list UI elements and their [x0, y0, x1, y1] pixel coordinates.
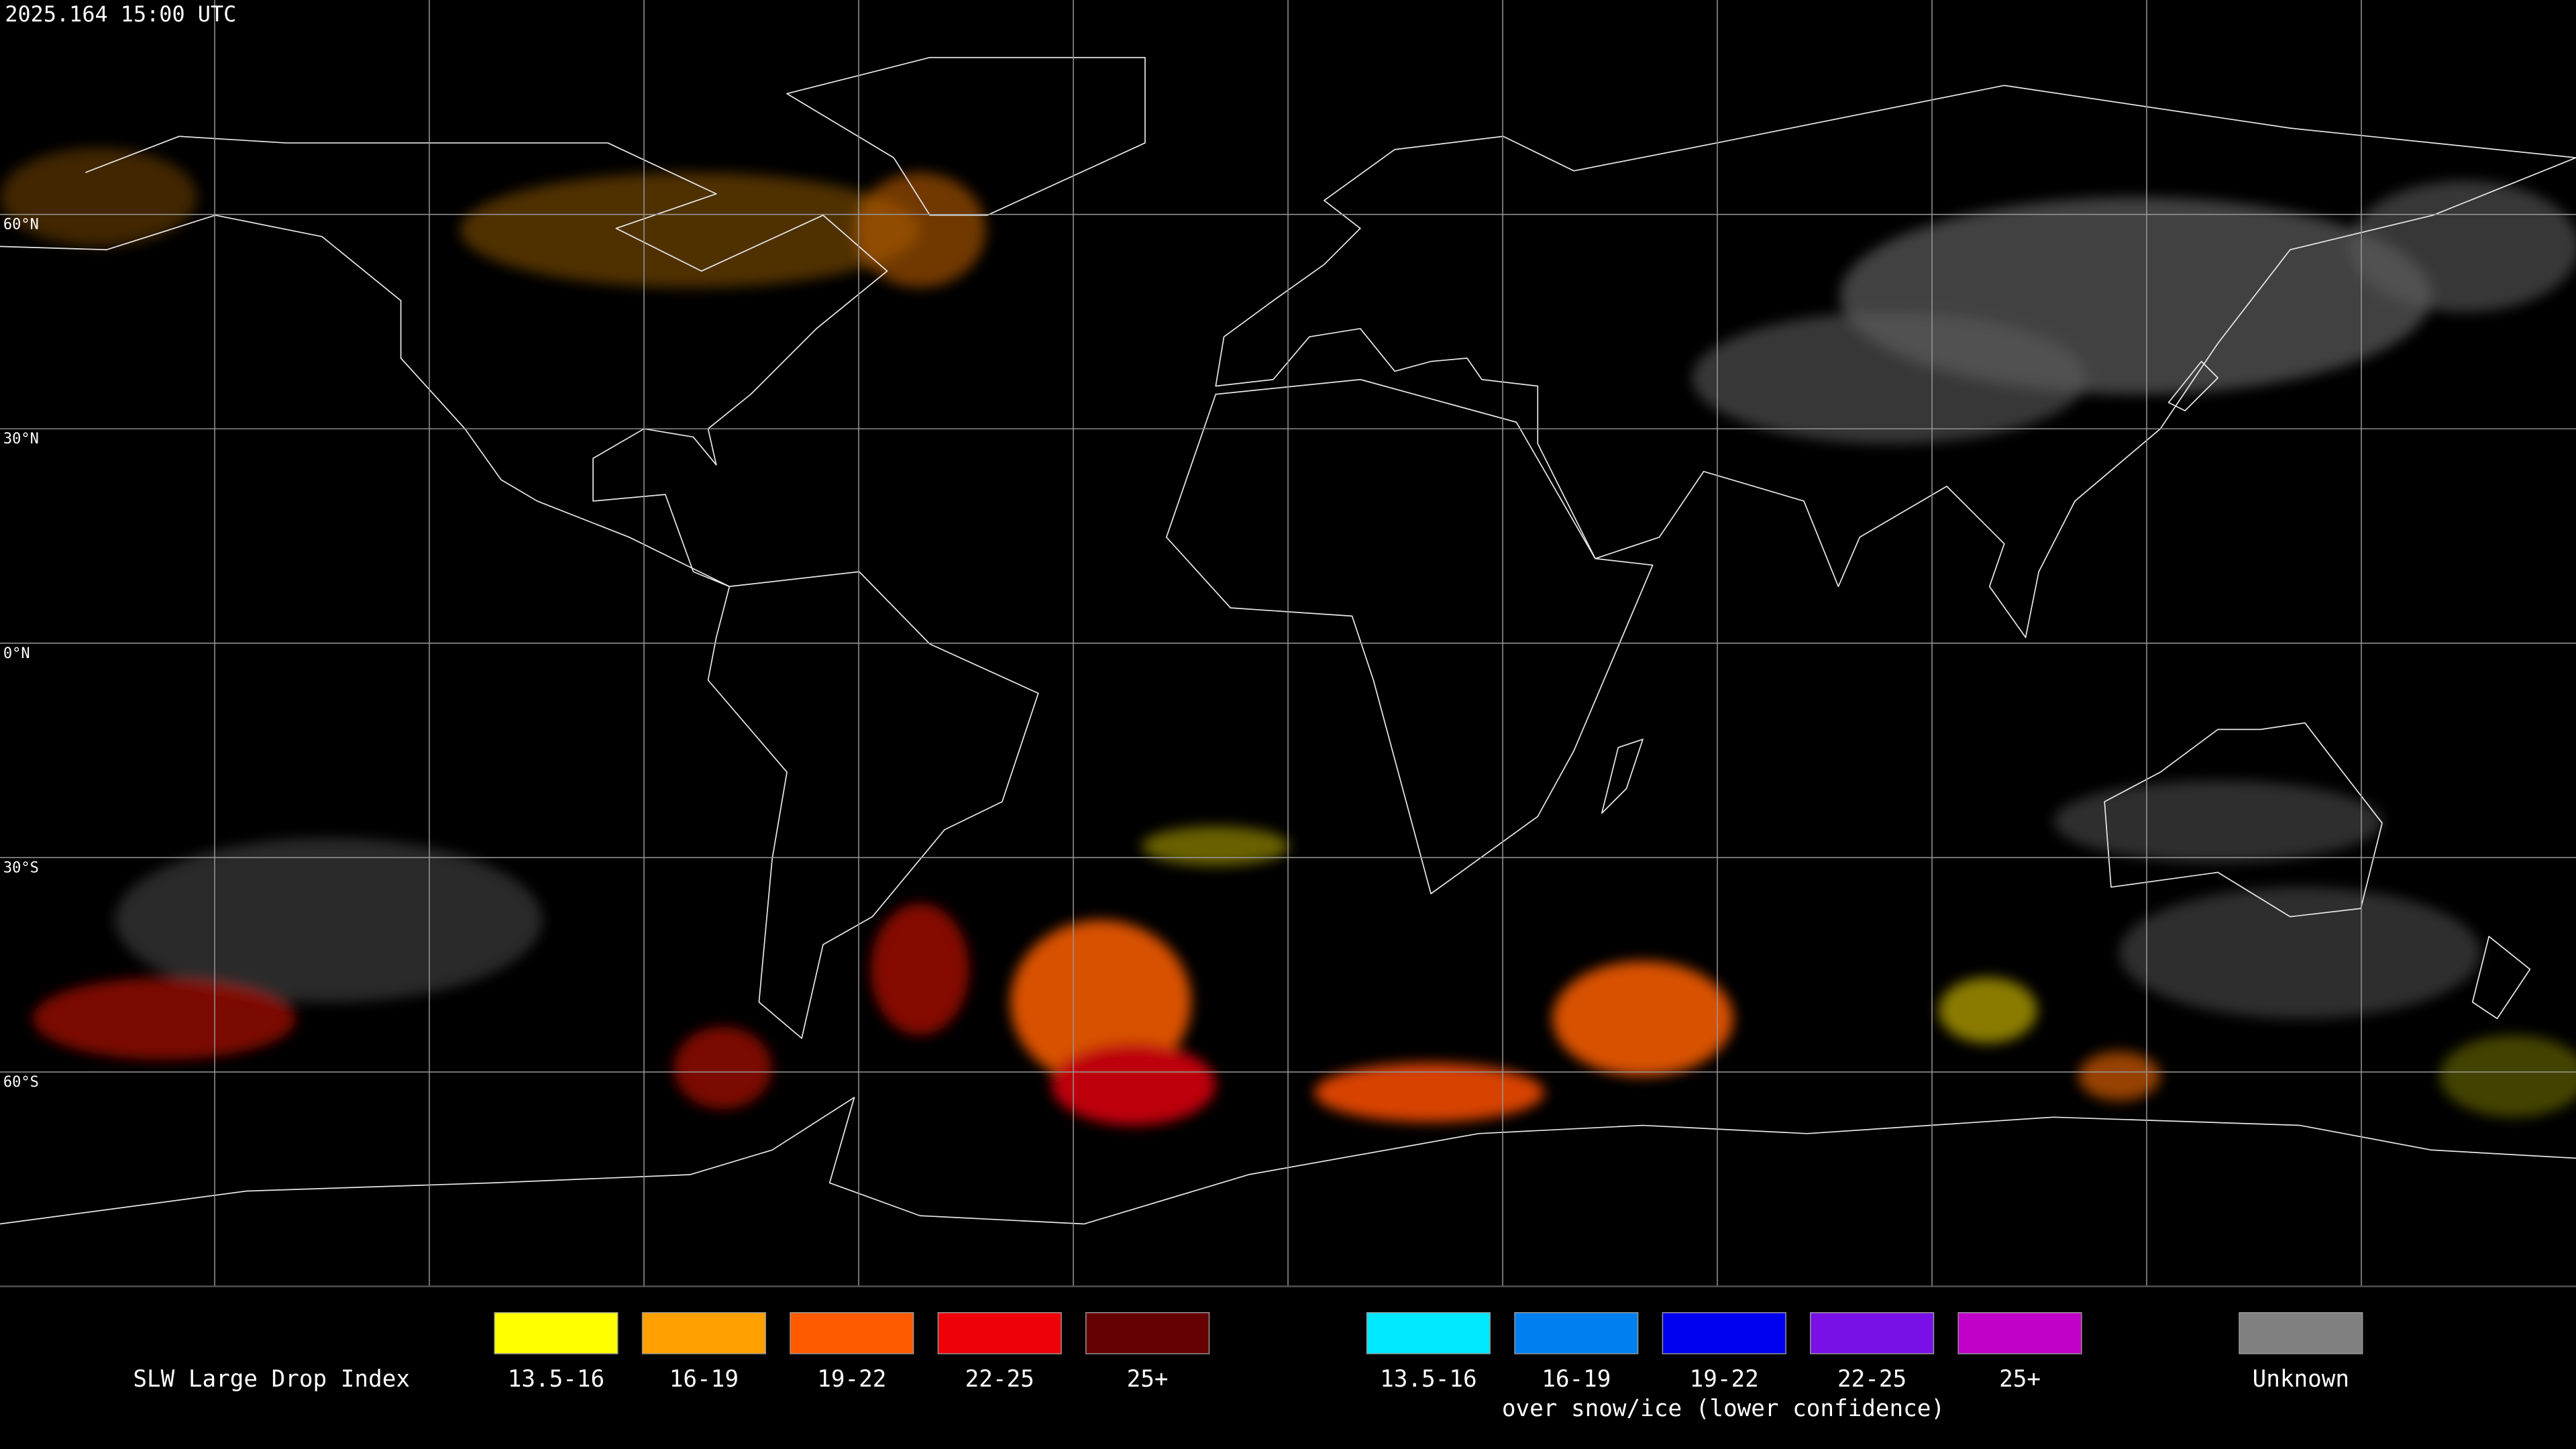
legend-label: 13.5-16 [1380, 1366, 1477, 1393]
snow-ice-note: over snow/ice (lower confidence) [1502, 1395, 1945, 1422]
legend-swatch [2239, 1312, 2363, 1354]
legend-swatch [1085, 1312, 1210, 1354]
latitude-label: 60°N [3, 217, 39, 233]
legend: 13.5-16 16-19 19-22 22-25 25+ 13.5-16 16-19 19-… [494, 1312, 2363, 1393]
legend-swatch [790, 1312, 914, 1354]
latitude-label: 30°N [3, 431, 39, 447]
legend-label: Unknown [2253, 1366, 2349, 1393]
legend-swatch [1366, 1312, 1491, 1354]
latitude-label: 60°S [3, 1074, 39, 1091]
legend-label: 19-22 [1690, 1366, 1759, 1393]
legend-swatch [641, 1312, 766, 1354]
legend-swatch [1662, 1312, 1786, 1354]
legend-swatch [937, 1312, 1062, 1354]
legend-label: 19-22 [817, 1366, 886, 1393]
latitude-label: 0°N [3, 645, 30, 662]
legend-label: 16-19 [1542, 1366, 1611, 1393]
legend-label: 22-25 [965, 1366, 1034, 1393]
latitude-label: 30°S [3, 859, 39, 876]
graticule: 60°N 30°N 0°N 30°S 60°S [0, 0, 2576, 1287]
legend-label: 22-25 [1837, 1366, 1907, 1393]
legend-label: 25+ [1999, 1366, 2041, 1393]
legend-label: 13.5-16 [508, 1366, 604, 1393]
legend-swatch [1514, 1312, 1639, 1354]
legend-swatch [1810, 1312, 1935, 1354]
legend-label: 16-19 [669, 1366, 739, 1393]
legend-swatch [1957, 1312, 2082, 1354]
legend-label: 25+ [1127, 1366, 1169, 1393]
cloud-fields [0, 148, 2576, 1126]
legend-title: SLW Large Drop Index [133, 1366, 410, 1393]
timestamp: 2025.164 15:00 UTC [5, 1, 236, 27]
legend-swatch [494, 1312, 619, 1354]
